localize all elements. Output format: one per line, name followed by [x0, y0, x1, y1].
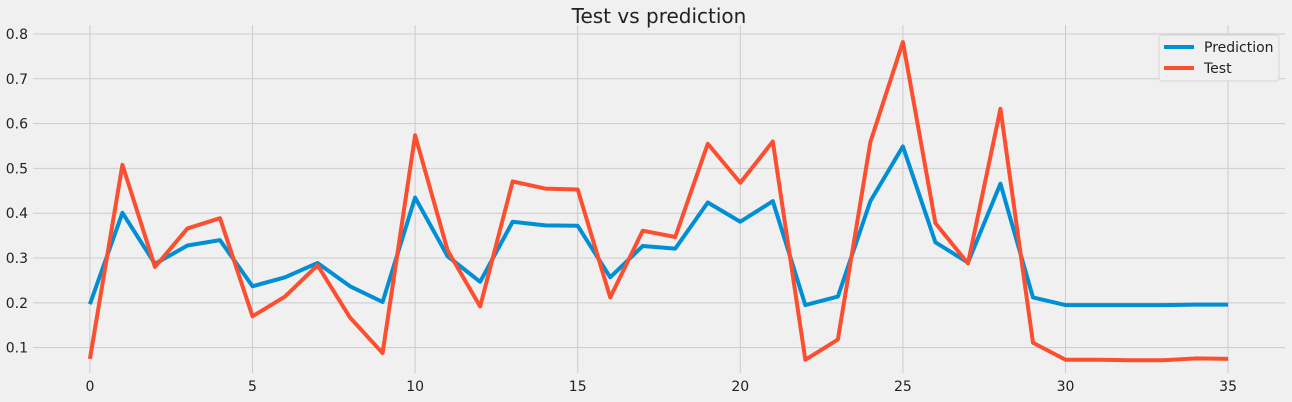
x-tick-label: 15: [569, 379, 587, 395]
series-line-prediction: [88, 144, 1229, 308]
x-tick-labels: 0 5 10 15 20 25 30 35: [85, 379, 1237, 395]
legend: Prediction Test: [1158, 34, 1280, 82]
x-tick-label: 10: [406, 379, 424, 395]
series-lines: [87, 40, 1229, 363]
x-tick-label: 35: [1219, 379, 1237, 395]
x-tick-label: 30: [1057, 379, 1075, 395]
x-tick-label: 5: [248, 379, 257, 395]
x-tick-label: 20: [731, 379, 749, 395]
y-tick-label: 0.6: [6, 117, 28, 133]
y-tick-label: 0.4: [6, 206, 28, 222]
y-tick-label: 0.1: [6, 341, 28, 357]
grid-lines: [33, 25, 1285, 373]
legend-label-prediction: Prediction: [1204, 40, 1274, 56]
x-tick-label: 25: [894, 379, 912, 395]
y-tick-label: 0.7: [6, 72, 28, 88]
y-tick-label: 0.3: [6, 251, 28, 267]
chart-title: Test vs prediction: [571, 4, 747, 28]
y-tick-label: 0.8: [6, 27, 28, 43]
legend-label-test: Test: [1203, 61, 1232, 77]
series-line-test: [87, 40, 1229, 363]
y-tick-label: 0.5: [6, 161, 28, 177]
y-tick-labels: 0.1 0.2 0.3 0.4 0.5 0.6 0.7 0.8: [6, 27, 28, 357]
y-tick-label: 0.2: [6, 296, 28, 312]
x-tick-label: 0: [85, 379, 94, 395]
